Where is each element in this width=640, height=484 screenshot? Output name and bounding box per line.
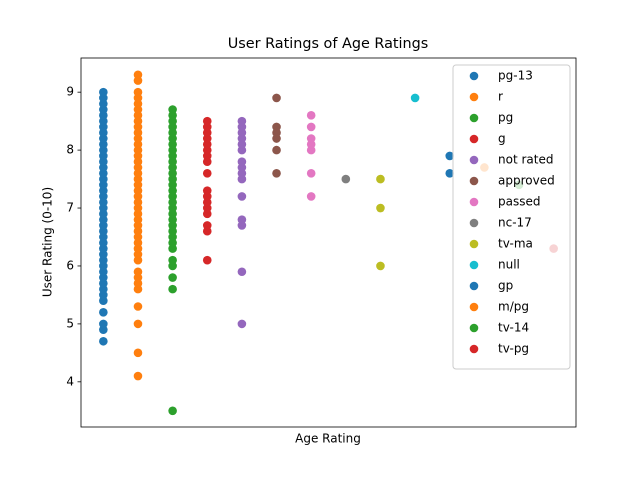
chart-title: User Ratings of Age Ratings	[228, 36, 429, 52]
legend-marker	[469, 176, 479, 186]
legend-label: pg-13	[498, 69, 533, 83]
point	[341, 174, 351, 184]
legend-label: g	[498, 132, 506, 146]
legend-marker	[469, 218, 479, 228]
point	[133, 267, 143, 277]
point	[99, 308, 108, 317]
point	[272, 122, 281, 132]
point	[376, 174, 385, 184]
legend-label: null	[498, 258, 520, 272]
legend-label: nc-17	[498, 216, 532, 230]
point	[133, 70, 143, 80]
point	[99, 87, 108, 97]
legend-marker	[469, 197, 479, 207]
legend-label: approved	[498, 174, 555, 188]
point	[168, 406, 177, 416]
point	[168, 105, 177, 114]
point	[306, 134, 316, 143]
point	[237, 116, 247, 126]
point	[99, 319, 108, 329]
y-tick-label: 8	[66, 143, 74, 157]
legend-marker	[469, 344, 479, 354]
point	[202, 221, 212, 230]
point	[237, 319, 247, 329]
legend-marker	[469, 71, 479, 81]
y-tick-label: 4	[66, 374, 74, 388]
legend-label: gp	[498, 279, 513, 293]
legend-marker	[469, 260, 479, 270]
point	[237, 157, 247, 166]
legend-marker	[469, 134, 479, 144]
point	[376, 203, 385, 213]
y-tick-label: 6	[66, 258, 74, 272]
point	[272, 168, 281, 178]
point	[272, 145, 281, 155]
point	[237, 215, 247, 224]
point	[202, 168, 212, 178]
point	[306, 192, 316, 201]
point	[376, 261, 385, 271]
legend-label: tv-14	[498, 321, 529, 335]
point	[168, 255, 177, 265]
legend-label: tv-ma	[498, 237, 533, 251]
point	[237, 267, 247, 277]
point	[168, 273, 177, 282]
legend-marker	[469, 92, 479, 102]
point	[202, 186, 212, 195]
point	[306, 122, 316, 132]
legend-label: pg	[498, 111, 513, 125]
y-tick-label: 9	[66, 85, 74, 99]
point	[410, 93, 420, 103]
point	[133, 371, 143, 381]
legend-label: tv-pg	[498, 342, 529, 356]
point	[168, 284, 177, 294]
point	[237, 192, 247, 201]
legend-marker	[469, 155, 479, 165]
legend-label: passed	[498, 195, 540, 209]
legend-marker	[469, 323, 479, 333]
point	[202, 116, 212, 126]
legend-marker	[469, 113, 479, 123]
plot-frame	[80, 57, 577, 428]
point	[202, 255, 212, 265]
point	[133, 348, 143, 358]
point	[133, 319, 143, 329]
legend-marker	[469, 281, 479, 291]
x-axis-label: Age Rating	[295, 432, 361, 446]
y-axis-label: User Rating (0-10)	[41, 187, 55, 297]
legend-label: r	[498, 90, 503, 104]
point	[445, 168, 455, 178]
point	[306, 111, 316, 120]
y-tick-label: 5	[66, 316, 74, 330]
point	[133, 302, 143, 311]
legend-label: m/pg	[498, 300, 529, 314]
point	[306, 168, 316, 178]
point	[445, 151, 455, 161]
legend-box	[452, 64, 571, 370]
legend-marker	[469, 239, 479, 249]
point	[272, 93, 281, 103]
y-tick-label: 7	[66, 201, 74, 215]
legend-label: not rated	[498, 153, 553, 167]
point	[99, 336, 108, 346]
legend-marker	[469, 302, 479, 312]
point	[133, 87, 143, 97]
